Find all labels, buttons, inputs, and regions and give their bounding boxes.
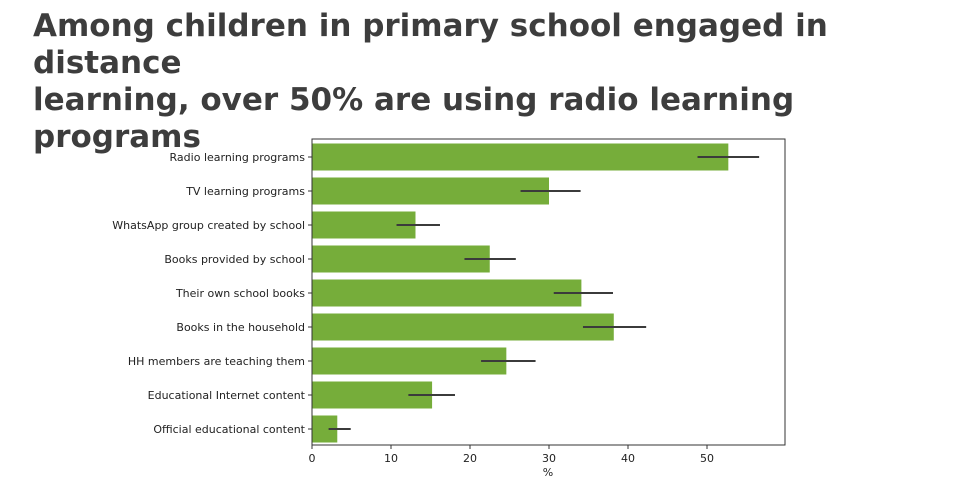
bar-books-in-the-household — [312, 313, 614, 341]
y-tick-label-hh-members-are-teaching-them: HH members are teaching them — [128, 355, 305, 368]
error-bars-group — [328, 156, 760, 430]
y-tick-label-educational-internet-content: Educational Internet content — [148, 389, 306, 402]
x-tick-label: 20 — [463, 452, 477, 465]
chart-title-line-2: learning, over 50% are using radio learn… — [33, 82, 795, 155]
y-tick-label-radio-learning-programs: Radio learning programs — [170, 151, 306, 164]
bar-their-own-school-books — [312, 279, 582, 307]
y-tick-labels: Radio learning programs TV learning progr… — [112, 151, 312, 436]
x-tick-label: 40 — [621, 452, 635, 465]
y-tick-label-their-own-school-books: Their own school books — [175, 287, 305, 300]
x-tick-label: 10 — [384, 452, 398, 465]
bar-books-provided-by-school — [312, 245, 490, 273]
x-ticks: 0 10 20 30 40 50 — [309, 445, 714, 465]
y-tick-label-tv-learning-programs: TV learning programs — [185, 185, 305, 198]
bars-group — [312, 143, 729, 443]
x-tick-label: 50 — [700, 452, 714, 465]
y-tick-label-official-educational-content: Official educational content — [153, 423, 305, 436]
y-tick-label-whatsapp-group-created-by-school: WhatsApp group created by school — [112, 219, 305, 232]
y-tick-label-books-in-the-household: Books in the household — [176, 321, 305, 334]
x-tick-label: 30 — [542, 452, 556, 465]
y-tick-label-books-provided-by-school: Books provided by school — [164, 253, 305, 266]
bar-tv-learning-programs — [312, 177, 549, 205]
x-tick-label: 0 — [309, 452, 316, 465]
x-axis-label: % — [543, 466, 553, 479]
bar-hh-members-are-teaching-them — [312, 347, 507, 375]
bar-radio-learning-programs — [312, 143, 729, 171]
chart-title-line-1: Among children in primary school engaged… — [33, 8, 828, 81]
chart-title: Among children in primary school engaged… — [33, 8, 953, 156]
